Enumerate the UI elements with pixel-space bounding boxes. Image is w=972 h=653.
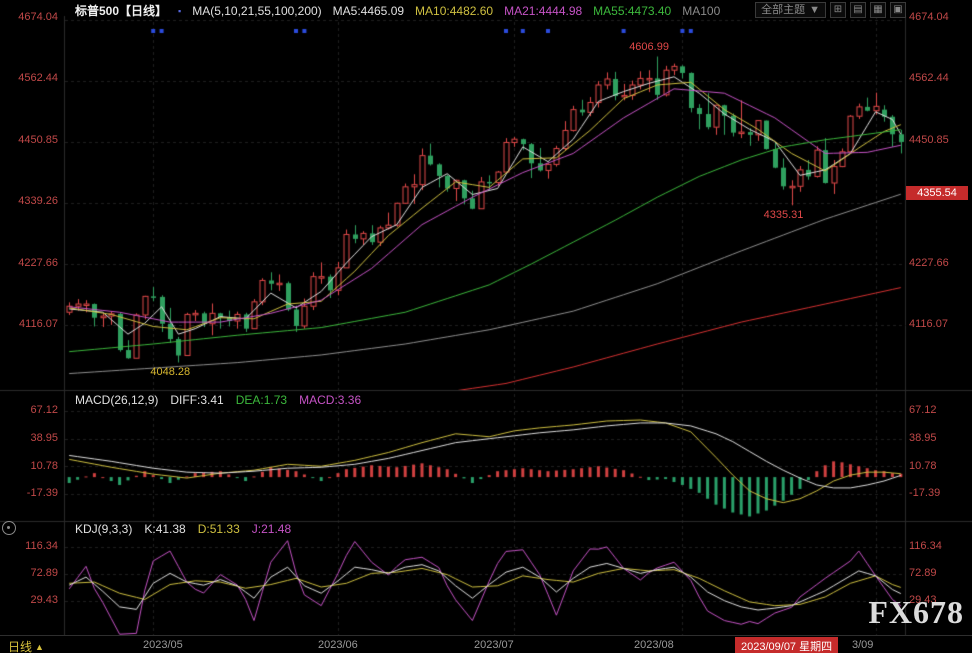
symbol-title: 标普500【日线】 [75,4,168,18]
macd-macd-value: MACD:3.36 [299,393,362,407]
theme-selector-dropdown[interactable]: 全部主题 ▼ [755,2,826,18]
main-chart-header: 标普500【日线】 ▪ MA(5,10,21,55,100,200) MA5:4… [75,2,720,19]
y-axis-tick: 72.89 [30,567,58,579]
y-axis-tick: 4450.85 [18,134,58,146]
kdj-title: KDJ(9,3,3) [75,522,133,536]
period-label: 日线 [8,640,33,653]
x-axis-tick: 2023/06 [318,639,358,651]
theme-selector-label: 全部主题 [761,4,806,16]
y-axis-tick: 116.34 [909,540,942,552]
crosshair-tool-icon[interactable] [2,521,16,535]
chart-toolbar: 全部主题 ▼ ⊞ ▤ ▦ ▣ [755,2,906,18]
y-axis-tick: -17.39 [909,487,941,499]
kdj-j-value: J:21.48 [251,522,292,536]
y-axis-tick: 4339.26 [18,195,58,207]
layout-grid-icon[interactable]: ⊞ [830,2,846,18]
y-axis-tick: 29.43 [909,594,937,606]
macd-header: MACD(26,12,9) DIFF:3.41 DEA:1.73 MACD:3.… [75,393,361,407]
y-axis-tick: 38.95 [909,432,937,444]
y-axis-tick: 67.12 [30,404,58,416]
x-axis-tick: 2023/08 [634,639,674,651]
kdj-d-value: D:51.33 [197,522,240,536]
layout-panels-icon[interactable]: ▦ [870,2,886,18]
y-axis-tick: 10.78 [30,460,58,472]
y-axis-tick: 72.89 [909,567,937,579]
y-axis-tick: -17.39 [26,487,58,499]
ma55-value: MA55:4473.40 [593,3,672,18]
period-selector[interactable]: 日线 ▲ [8,638,44,653]
current-date-highlight: 2023/09/07 星期四 [735,637,839,653]
triangle-up-icon: ▲ [35,641,44,652]
y-axis-tick: 4674.04 [909,11,949,23]
y-axis-tick: 4562.44 [909,72,949,84]
x-axis-tick-partial: 3/09 [852,639,874,651]
price-annotation-start: 4048.28 [150,366,191,379]
fx678-watermark: FX678 [868,594,964,630]
y-axis-tick: 4450.85 [909,134,949,146]
kdj-header: KDJ(9,3,3) K:41.38 D:51.33 J:21.48 [75,522,291,536]
price-annotation-high: 4606.99 [629,40,669,53]
legend-marker-icon[interactable]: ▪ [178,5,182,16]
y-axis-tick: 38.95 [30,432,58,444]
y-axis-tick: 29.43 [30,594,58,606]
ma100-value: MA100 [682,3,721,18]
y-axis-tick: 116.34 [25,540,58,552]
ma10-value: MA10:4482.60 [415,3,494,18]
price-annotation-low: 4335.31 [763,209,804,222]
macd-title: MACD(26,12,9) [75,393,159,407]
last-price-tag: 4355.54 [906,186,968,201]
macd-diff-value: DIFF:3.41 [170,393,224,407]
ma21-value: MA21:4444.98 [504,3,583,18]
macd-dea-value: DEA:1.73 [235,393,288,407]
chevron-down-icon: ▼ [809,4,820,16]
layout-maximize-icon[interactable]: ▣ [890,2,906,18]
y-axis-tick: 4227.66 [909,257,949,269]
ma-group-label: MA(5,10,21,55,100,200) [192,3,322,18]
y-axis-tick: 4562.44 [18,72,58,84]
ma5-value: MA5:4465.09 [332,3,405,18]
y-axis-tick: 4674.04 [18,11,58,23]
x-axis-tick: 2023/07 [474,639,514,651]
y-axis-tick: 4116.07 [19,318,58,330]
time-axis-bar: 日线 ▲ 2023/05 2023/06 2023/07 2023/08 202… [0,635,972,653]
y-axis-tick: 4116.07 [909,318,948,330]
kdj-k-value: K:41.38 [144,522,186,536]
y-axis-tick: 67.12 [909,404,937,416]
y-axis-tick: 4227.66 [18,257,58,269]
x-axis-tick: 2023/05 [143,639,183,651]
layout-rows-icon[interactable]: ▤ [850,2,866,18]
y-axis-tick: 10.78 [909,460,937,472]
